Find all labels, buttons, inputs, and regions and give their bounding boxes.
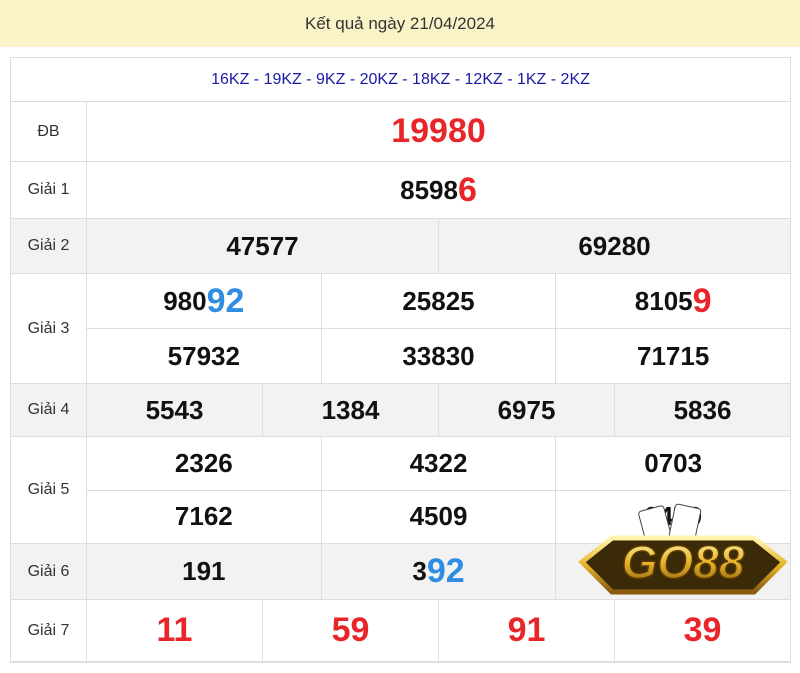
number-row: 57932 33830 71715: [87, 328, 790, 383]
number: 33830: [402, 340, 475, 371]
number: 5836: [673, 394, 732, 425]
number-cell: 57932: [87, 329, 321, 383]
number: 980: [163, 285, 207, 316]
number-cell: [555, 544, 790, 599]
number: 1384: [321, 394, 380, 425]
prize-label: Giải 3: [11, 274, 87, 383]
number-cell: 91: [438, 600, 614, 661]
number: 71715: [637, 340, 710, 371]
number-cell: 5543: [87, 384, 262, 436]
prize-numbers: 11 59 91 39: [87, 600, 790, 661]
number-highlight: 92: [206, 281, 245, 320]
number-highlight: 6: [457, 170, 477, 209]
number: 6975: [497, 394, 556, 425]
number-cell: 8598 6: [87, 162, 790, 218]
logo-text: GO88: [622, 536, 745, 588]
prize-numbers: 5543 1384 6975 5836: [87, 384, 790, 436]
number: 69280: [578, 230, 651, 261]
number-row: 47577 69280: [87, 219, 790, 273]
number-cell: 11: [87, 600, 262, 661]
number: 4509: [409, 501, 468, 532]
prize-row: Giải 1 8598 6: [11, 162, 790, 219]
number: 2326: [174, 447, 233, 478]
number-highlight: 9: [692, 281, 712, 320]
number: 3: [412, 556, 427, 586]
number-cell: 7162: [87, 491, 321, 544]
number-cell: 4509: [320, 490, 556, 543]
number-cell: 1384: [262, 384, 438, 436]
number: 4322: [409, 447, 468, 478]
number: 5543: [145, 394, 204, 425]
logo: GO88: [578, 503, 788, 595]
number: 191: [182, 556, 226, 586]
number-cell: 19980: [87, 102, 790, 161]
results-table: 16KZ - 19KZ - 9KZ - 20KZ - 18KZ - 12KZ -…: [10, 57, 791, 663]
number-cell: 47577: [87, 219, 438, 273]
number-cell: 39: [614, 600, 790, 661]
number-cell: 8105 9: [555, 274, 790, 328]
number-row: 2326 4322 0703: [87, 437, 790, 490]
number: 57932: [167, 340, 240, 371]
number-cell: 59: [262, 600, 438, 661]
prize-numbers: 19980: [87, 102, 790, 161]
number-cell: 0703: [555, 437, 790, 490]
number-highlight: 59: [331, 611, 370, 649]
prize-label: Giải 1: [11, 162, 87, 218]
prize-numbers: 8598 6: [87, 162, 790, 218]
number-cell: 191: [87, 544, 321, 599]
prize-label: Giải 6: [11, 544, 87, 599]
number: 25825: [402, 285, 475, 316]
number-cell: 4322: [320, 437, 556, 490]
number: 7162: [174, 501, 233, 532]
prize-label: Giải 7: [11, 600, 87, 661]
number-highlight: 11: [156, 611, 193, 649]
number-highlight: 91: [507, 611, 546, 649]
prize-label: Giải 4: [11, 384, 87, 436]
header-title: Kết quả ngày 21/04/2024: [0, 0, 800, 47]
number-cell: 5836: [614, 384, 790, 436]
number-row: 11 59 91 39: [87, 600, 790, 661]
number-cell: 980 92: [87, 274, 321, 328]
number-cell: 6975: [438, 384, 614, 436]
number: 8105: [634, 285, 693, 316]
number-cell: 33830: [320, 329, 556, 383]
prize-numbers: 980 92 25825 8105 9 57932 33830 71715: [87, 274, 790, 383]
prize-numbers: 47577 69280: [87, 219, 790, 273]
number-cell: 69280: [438, 219, 790, 273]
number: 8598: [400, 174, 458, 205]
number-row: 5543 1384 6975 5836: [87, 384, 790, 436]
prize-row: Giải 7 11 59 91 39: [11, 600, 790, 662]
number-highlight: 19980: [391, 112, 486, 150]
number-cell: 2326: [87, 437, 321, 490]
number-highlight: 92: [426, 552, 465, 590]
number: 47577: [226, 230, 299, 261]
number-row: 191 3 92: [87, 544, 790, 599]
prize-label: ĐB: [11, 102, 87, 161]
prize-label: Giải 5: [11, 437, 87, 543]
number-row: 980 92 25825 8105 9: [87, 274, 790, 328]
number-row: 19980: [87, 102, 790, 161]
number-cell: 3 92: [320, 544, 556, 599]
prize-row: Giải 3 980 92 25825 8105 9 57932 33830 71715: [11, 274, 790, 384]
prize-row: Giải 4 5543 1384 6975 5836: [11, 384, 790, 437]
prize-label: Giải 2: [11, 219, 87, 273]
number: 0703: [644, 447, 703, 478]
number-row: 8598 6: [87, 162, 790, 218]
number-cell: 71715: [555, 329, 790, 383]
prize-row: ĐB 19980: [11, 102, 790, 162]
number-highlight: 39: [683, 611, 722, 649]
prize-row: Giải 2 47577 69280: [11, 219, 790, 274]
prize-numbers: 191 3 92: [87, 544, 790, 599]
codes: 16KZ - 19KZ - 9KZ - 20KZ - 18KZ - 12KZ -…: [11, 58, 790, 102]
number-cell: 25825: [320, 274, 556, 328]
